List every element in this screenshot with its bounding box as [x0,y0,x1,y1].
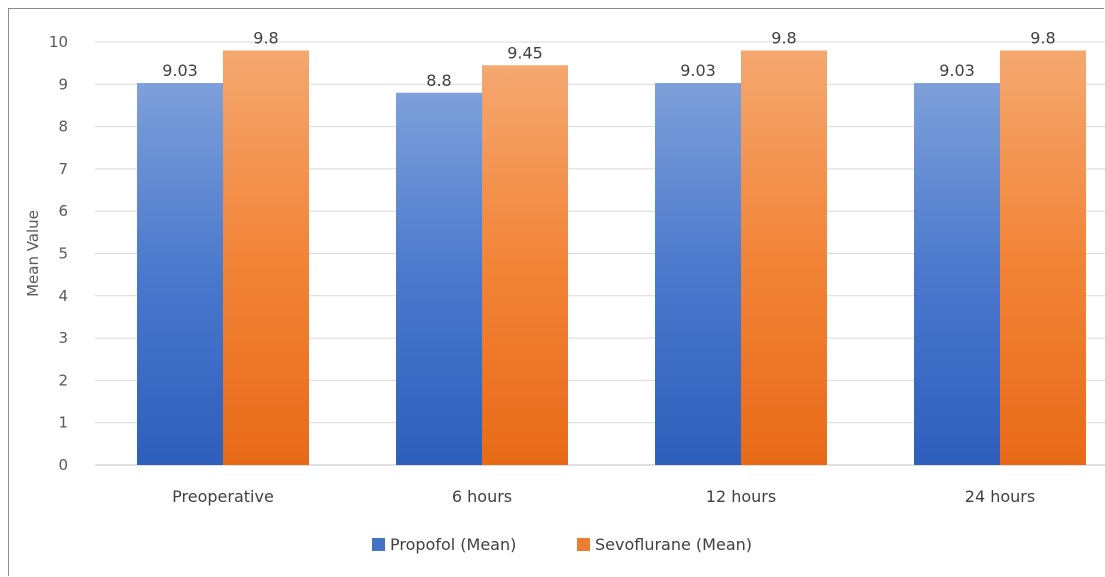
bar-propofol [137,83,223,465]
y-tick-label: 2 [58,371,68,389]
bar-sevoflurane [1000,50,1086,466]
y-tick-label: 8 [58,118,68,136]
legend-label: Sevoflurane (Mean) [595,535,752,554]
bar-sevoflurane [482,65,568,465]
y-tick-label: 10 [49,33,68,51]
data-label: 8.8 [426,71,451,90]
y-tick-label: 7 [58,160,68,178]
legend-label: Propofol (Mean) [390,535,516,554]
data-label: 9.03 [680,61,716,80]
data-label: 9.8 [253,28,278,47]
y-tick-label: 4 [58,287,68,305]
y-axis-label: Mean Value [24,210,42,297]
y-tick-label: 6 [58,202,68,220]
y-tick-label: 1 [58,414,68,432]
bar-sevoflurane [741,50,827,466]
y-tick-label: 0 [58,456,68,474]
legend-swatch [372,538,385,551]
y-tick-label: 9 [58,75,68,93]
y-tick-label: 3 [58,329,68,347]
bar-propofol [396,92,482,465]
legend: Propofol (Mean) Sevoflurane (Mean) [372,535,752,554]
bar-propofol [655,83,741,465]
data-label: 9.8 [771,28,796,47]
x-category-label: Preoperative [172,487,274,506]
bar-sevoflurane [223,50,309,466]
legend-swatch [577,538,590,551]
x-axis-categories: Preoperative 6 hours 12 hours 24 hours [172,487,1035,506]
data-label: 9.03 [162,61,198,80]
y-tick-label: 5 [58,245,68,263]
y-axis-ticks: 0 1 2 3 4 5 6 7 8 9 10 [49,33,68,474]
x-category-label: 24 hours [965,487,1035,506]
data-label: 9.03 [939,61,975,80]
x-category-label: 12 hours [706,487,776,506]
data-labels: 9.03 9.8 8.8 9.45 9.03 9.8 9.03 9.8 [162,28,1056,89]
bar-propofol [914,83,1000,465]
data-label: 9.8 [1030,28,1055,47]
data-label: 9.45 [507,43,543,62]
bars [137,50,1086,466]
x-category-label: 6 hours [452,487,512,506]
